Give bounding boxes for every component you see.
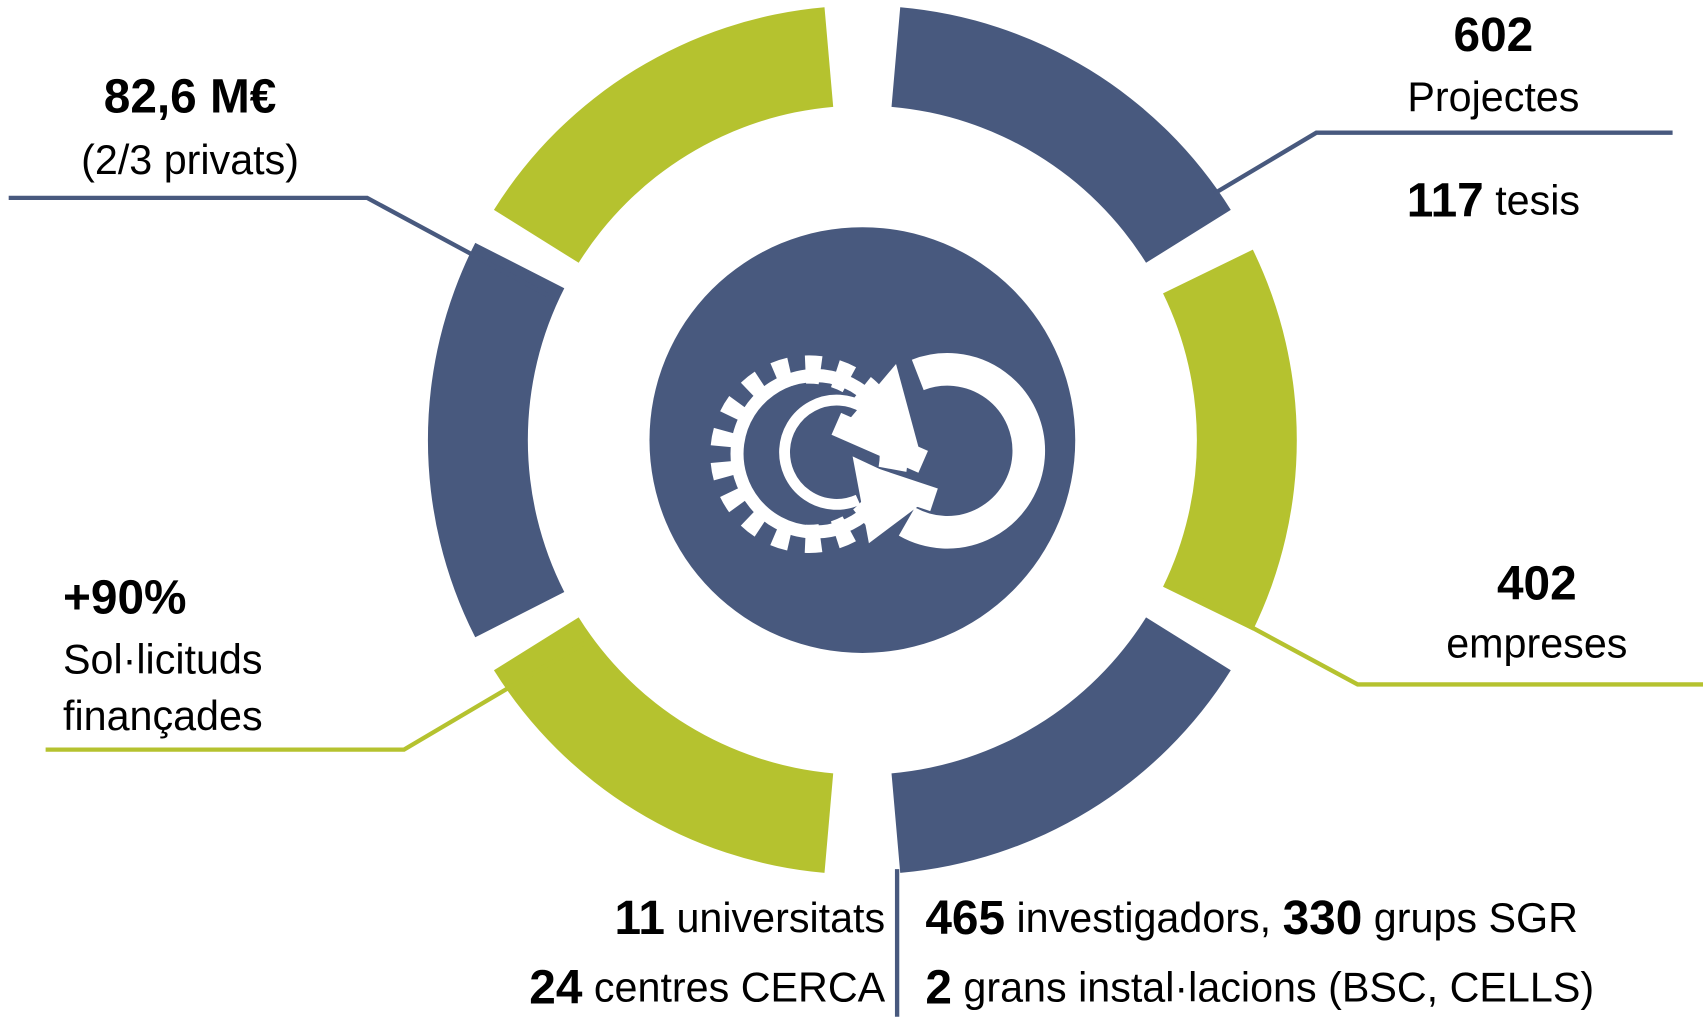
ring xyxy=(427,7,1297,873)
stat-line: 2 grans instal·lacions (BSC, CELLS) xyxy=(925,961,1594,1014)
ring-segment xyxy=(427,242,565,638)
loop-arc xyxy=(898,353,1046,549)
ring-segment xyxy=(1163,249,1297,631)
inner-arc xyxy=(779,394,867,510)
stat-label: grans instal·lacions (BSC, CELLS) xyxy=(963,965,1594,1011)
stat-value: 602 xyxy=(1454,9,1534,62)
gear-arc xyxy=(730,369,888,539)
stat-value: 465 xyxy=(925,892,1005,945)
ring-segment xyxy=(891,617,1231,873)
leader-line xyxy=(45,641,586,752)
stat-label: (2/3 privats) xyxy=(81,137,299,183)
stat-line: 465 investigadors, 330 grups SGR xyxy=(925,892,1578,945)
stat-line: 117 tesis xyxy=(1407,174,1580,227)
arrow-heads xyxy=(836,364,935,544)
leader-line xyxy=(1213,130,1673,196)
stat-value: 330 xyxy=(1283,892,1363,945)
stat-value: 117 xyxy=(1407,174,1484,227)
leader-line xyxy=(8,195,550,298)
arrow-head xyxy=(852,456,935,544)
stat-label: empreses xyxy=(1446,620,1627,666)
leader-line xyxy=(1175,584,1703,687)
stat-label: universitats xyxy=(676,895,885,941)
ring-segment xyxy=(891,7,1231,263)
ring-segment xyxy=(493,617,834,873)
stat-line: 24 centres CERCA xyxy=(529,961,885,1014)
stat-label: investigadors, xyxy=(1017,895,1272,941)
stat-value: 402 xyxy=(1497,557,1577,610)
stat-label: finançades xyxy=(63,693,263,739)
stat-label: grups SGR xyxy=(1374,895,1578,941)
stat-value: 11 xyxy=(614,892,665,945)
stat-label: Sol·licituds xyxy=(63,637,263,683)
arrow-head xyxy=(836,364,922,457)
stat-label: Projectes xyxy=(1407,74,1579,120)
stat-value: +90% xyxy=(63,571,186,624)
stat-value: 24 xyxy=(529,961,583,1014)
ring-segment xyxy=(493,7,834,263)
stat-label: tesis xyxy=(1495,177,1580,223)
stat-value: 2 xyxy=(925,961,952,1014)
stat-line: 11 universitats xyxy=(614,892,885,945)
stat-value: 82,6 M€ xyxy=(104,71,277,124)
stat-label: centres CERCA xyxy=(594,965,886,1011)
